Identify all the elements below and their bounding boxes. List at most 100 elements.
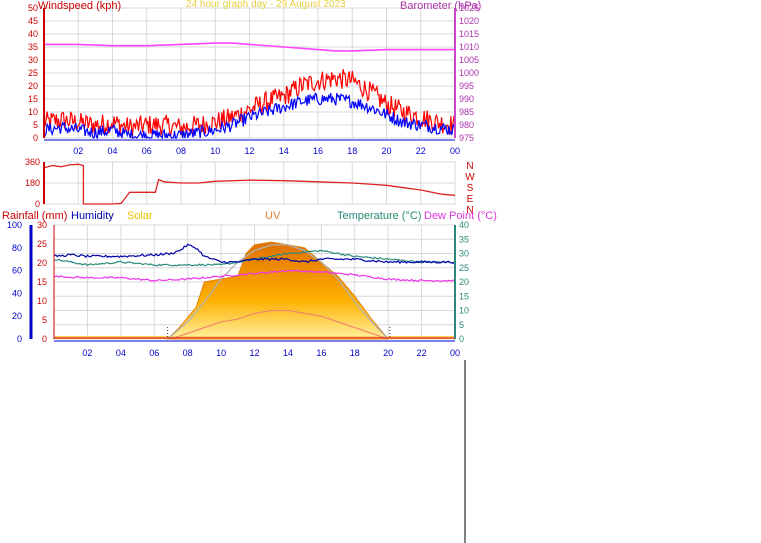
legend-item: Rainfall (mm) (2, 210, 67, 222)
dewpoint-series-line (53, 269, 456, 283)
temperature-x-tick-label: 22 (417, 348, 427, 358)
wind-x-tick-label: 14 (279, 146, 289, 156)
temperature-y-tick-label: 5 (459, 320, 464, 330)
wind-series (43, 42, 456, 140)
barometer-y-tick-label: 1005 (459, 55, 479, 65)
barometer-y-tick-label: 1015 (459, 29, 479, 39)
compass-label: N (466, 205, 473, 216)
direction-y-tick-label: 180 (25, 178, 40, 188)
legend-item: Solar (127, 210, 153, 222)
barometer-y-tick-label: 1010 (459, 42, 479, 52)
legend-item: UV (265, 210, 281, 222)
barometer-y-tick-label: 995 (459, 81, 474, 91)
direction-y-tick-label: 0 (35, 199, 40, 209)
temperature-y-tick-label: 15 (459, 291, 469, 301)
rainfall-y-tick-label: 25 (37, 239, 47, 249)
temperature-y-tick-label: 35 (459, 234, 469, 244)
humidity-y-tick-label: 0 (17, 334, 22, 344)
wind-x-tick-label: 16 (313, 146, 323, 156)
temperature-y-tick-label: 0 (459, 334, 464, 344)
uv-series-line (170, 309, 389, 340)
temperature-x-tick-label: 00 (450, 348, 460, 358)
wind-y-tick-label: 35 (28, 42, 38, 52)
wind-grid (44, 7, 456, 141)
temperature-y-tick-label: 25 (459, 263, 469, 273)
barometer-y-tick-label: 985 (459, 107, 474, 117)
barometer-y-tick-label: 990 (459, 94, 474, 104)
temperature-x-tick-label: 18 (350, 348, 360, 358)
barometer-y-tick-label: 980 (459, 120, 474, 130)
temperature-x-tick-label: 08 (183, 348, 193, 358)
humidity-y-axis-ticks: 0 20 40 60 80 100 (7, 220, 22, 344)
temperature-x-tick-label: 16 (316, 348, 326, 358)
barometer-y-tick-label: 1020 (459, 16, 479, 26)
temperature-series-line (53, 249, 456, 267)
compass-label: N (466, 161, 473, 172)
humidity-y-tick-label: 80 (12, 243, 22, 253)
wind-x-axis-ticks: 02 04 06 08 10 12 14 16 18 20 22 00 (73, 146, 460, 156)
temperature-y-tick-label: 40 (459, 220, 469, 230)
wind-y-tick-label: 40 (28, 29, 38, 39)
humidity-y-tick-label: 20 (12, 311, 22, 321)
temperature-y-tick-label: 20 (459, 277, 469, 287)
barometer-series-line (44, 42, 455, 52)
wind-y-tick-label: 15 (28, 94, 38, 104)
humidity-y-tick-label: 60 (12, 266, 22, 276)
barometer-y-tick-label: 975 (459, 133, 474, 143)
temperature-series (53, 241, 456, 340)
temperature-x-axis-ticks: 02 04 06 08 10 12 14 16 18 20 22 00 (82, 348, 460, 358)
direction-series-line (43, 163, 456, 205)
wind-y-tick-label: 20 (28, 81, 38, 91)
wind-y-tick-label: 50 (28, 3, 38, 13)
temperature-y-axis-ticks: 0 5 10 15 20 25 30 35 40 (459, 220, 469, 344)
temperature-x-tick-label: 06 (149, 348, 159, 358)
windspeed-axis-label: Windspeed (kph) (38, 0, 121, 12)
wind-y-axis-ticks: 0 5 10 15 20 25 30 35 40 45 50 (28, 3, 38, 143)
wind-y-tick-label: 5 (33, 120, 38, 130)
temperature-x-tick-label: 14 (283, 348, 293, 358)
humidity-series-line (53, 243, 456, 265)
direction-y-tick-label: 360 (25, 157, 40, 167)
wind-y-tick-label: 45 (28, 16, 38, 26)
solar-area (166, 241, 390, 340)
wind-x-tick-label: 06 (142, 146, 152, 156)
barometer-axis-label: Barometer (hPa) (400, 0, 481, 12)
wind-x-tick-label: 08 (176, 146, 186, 156)
wind-x-tick-label: 04 (107, 146, 117, 156)
barometer-y-tick-label: 1025 (459, 3, 479, 13)
wind-x-tick-label: 10 (210, 146, 220, 156)
temperature-y-tick-label: 30 (459, 249, 469, 259)
solar-max-curve (167, 244, 389, 340)
rainfall-y-tick-label: 15 (37, 277, 47, 287)
temperature-x-tick-label: 20 (383, 348, 393, 358)
chart-title: 24 hour graph day - 29 August 2023 (186, 0, 346, 10)
humidity-y-tick-label: 40 (12, 288, 22, 298)
temperature-x-tick-label: 02 (82, 348, 92, 358)
wind-x-tick-label: 18 (347, 146, 357, 156)
wind-x-tick-label: 00 (450, 146, 460, 156)
rainfall-y-tick-label: 20 (37, 258, 47, 268)
barometer-y-axis-ticks: 975 980 985 990 995 1000 1005 1010 1015 1020 1025 (459, 3, 479, 143)
wind-y-tick-label: 10 (28, 107, 38, 117)
legend-item: Dew Point (°C) (424, 210, 497, 222)
wind-y-tick-label: 30 (28, 55, 38, 65)
rainfall-y-tick-label: 30 (37, 220, 47, 230)
temperature-x-tick-label: 10 (216, 348, 226, 358)
legend-item: Temperature (°C) (337, 210, 421, 222)
legend-item: Humidity (71, 210, 114, 222)
direction-series (43, 163, 456, 205)
wind-x-tick-label: 12 (244, 146, 254, 156)
compass-label: S (467, 183, 474, 194)
temperature-x-tick-label: 12 (249, 348, 259, 358)
chart-legend: Rainfall (mm) Humidity Solar UV Temperature … (2, 210, 497, 222)
direction-y-axis-ticks: 0 180 360 (25, 157, 40, 209)
wind-y-tick-label: 25 (28, 68, 38, 78)
temperature-x-tick-label: 04 (116, 348, 126, 358)
barometer-y-tick-label: 1000 (459, 68, 479, 78)
compass-label: E (467, 194, 474, 205)
